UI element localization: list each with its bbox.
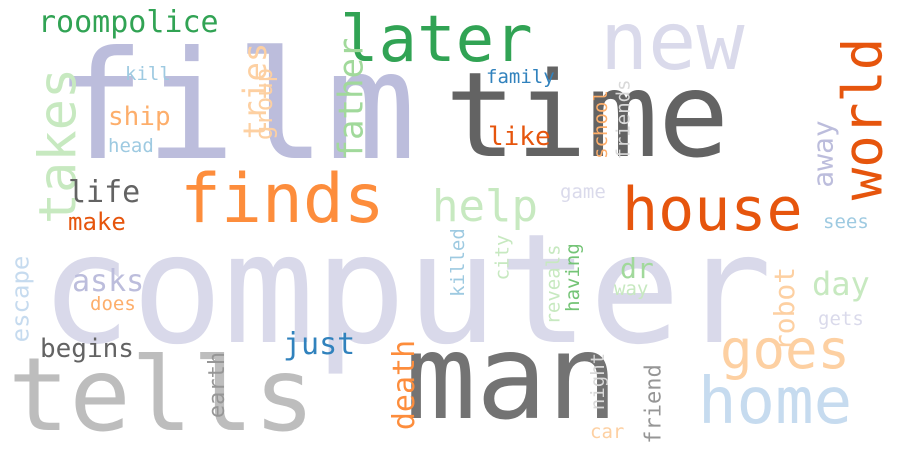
- word-family: family: [486, 66, 555, 88]
- word-school: school: [589, 90, 612, 159]
- word-asks: asks: [72, 264, 145, 299]
- word-head: head: [108, 135, 154, 157]
- word-day: day: [812, 265, 870, 303]
- word-ship: ship: [108, 102, 171, 132]
- word-man: man: [405, 308, 619, 446]
- word-just: just: [283, 327, 356, 362]
- word-home: home: [698, 365, 853, 439]
- word-computer: computer: [40, 201, 773, 378]
- word-world: world: [831, 37, 895, 201]
- word-earth: earth: [205, 351, 231, 419]
- word-time: time: [445, 46, 730, 184]
- word-game: game: [560, 181, 606, 203]
- word-does: does: [90, 293, 136, 315]
- word-death: death: [387, 339, 423, 431]
- word-car: car: [590, 421, 625, 443]
- word-film: film: [55, 20, 417, 194]
- word-way: way: [614, 278, 649, 300]
- word-friend: friend: [641, 364, 667, 444]
- word-having: having: [561, 243, 584, 312]
- word-robot: robot: [768, 266, 802, 352]
- word-away: away: [806, 120, 840, 188]
- word-city: city: [491, 234, 514, 281]
- word-kill: kill: [125, 63, 171, 85]
- word-night: night: [587, 352, 610, 411]
- word-later: later: [340, 3, 533, 77]
- word-house: house: [622, 175, 803, 245]
- word-sees: sees: [823, 211, 869, 233]
- word-finds: finds: [180, 160, 385, 239]
- word-begins: begins: [40, 334, 134, 364]
- word-life: life: [68, 175, 141, 210]
- word-roompolice: roompolice: [38, 5, 219, 40]
- word-like: like: [488, 122, 551, 152]
- word-dr: dr: [620, 252, 654, 285]
- word-make: make: [68, 208, 126, 236]
- word-goes: goes: [720, 318, 851, 381]
- word-help: help: [432, 181, 538, 232]
- word-killed: killed: [446, 228, 469, 297]
- word-gets: gets: [818, 308, 864, 330]
- word-father: father: [331, 37, 372, 161]
- word-escape: escape: [6, 255, 35, 343]
- word-tells: tells: [8, 336, 316, 455]
- word-reveals: reveals: [542, 244, 565, 325]
- word-friends: friends: [612, 79, 635, 160]
- word-group: group: [250, 67, 279, 141]
- word-new: new: [600, 0, 745, 88]
